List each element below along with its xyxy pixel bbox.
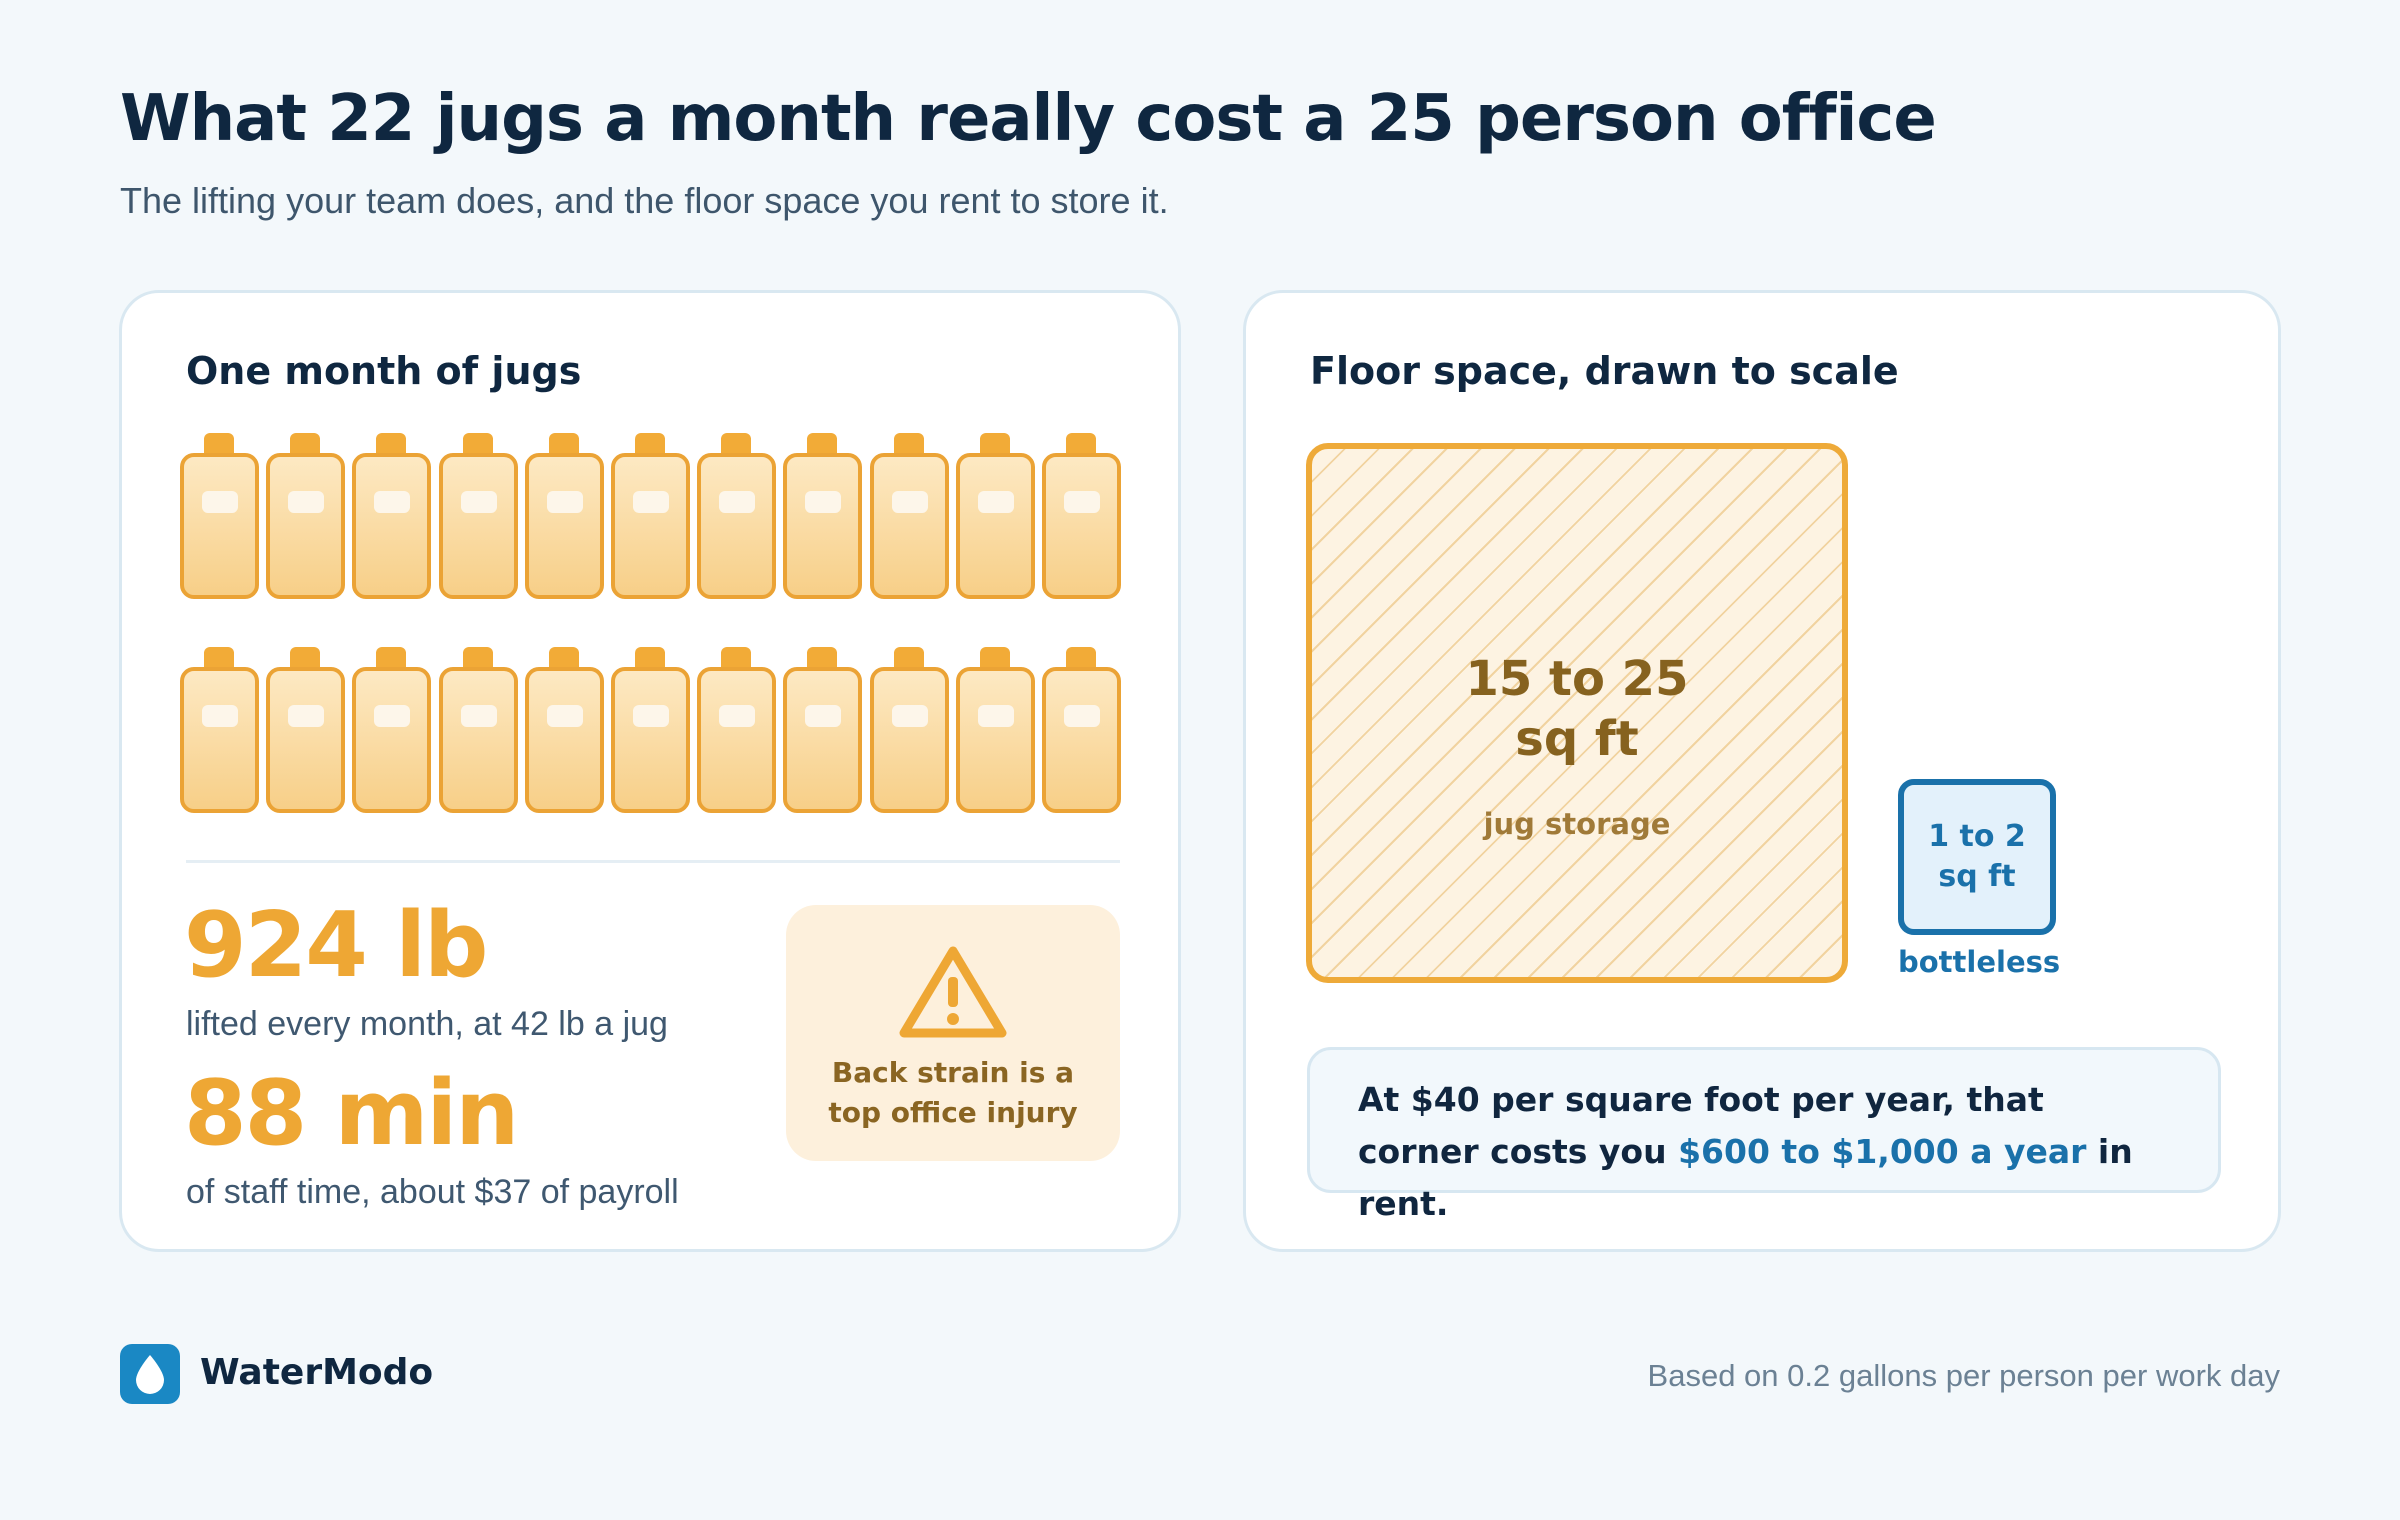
jug-storage-label: jug storage — [1483, 807, 1671, 841]
rent-text-prefix: At $40 per square foot per year, that co… — [1358, 1080, 2044, 1171]
water-jug-icon — [869, 433, 949, 599]
time-stat-description: of staff time, about $37 of payroll — [186, 1173, 679, 1211]
water-jug-icon — [180, 647, 259, 813]
bottleless-label: bottleless — [1898, 945, 2061, 979]
water-jug-icon — [610, 647, 690, 813]
jugs-card-title: One month of jugs — [186, 349, 582, 393]
bottleless-area: 1 to 2 sq ft — [1898, 779, 2056, 935]
water-jug-icon — [180, 433, 259, 599]
jug-storage-value: 15 to 25 sq ft — [1465, 651, 1689, 767]
rent-highlight: $600 to $1,000 a year — [1678, 1132, 2087, 1171]
floor-space-card: Floor space, drawn to scale 15 to 25 sq … — [1243, 290, 2281, 1252]
water-jug-icon — [955, 647, 1035, 813]
water-drop-icon — [136, 1355, 164, 1394]
water-jug-icon — [955, 433, 1035, 599]
floor-card-title: Floor space, drawn to scale — [1310, 349, 1899, 393]
jug-storage-area: 15 to 25 sq ft jug storage — [1306, 443, 1848, 983]
brand-name: WaterModo — [200, 1352, 434, 1393]
bottleless-value: 1 to 2 sq ft — [1928, 819, 2026, 894]
weight-stat-value: 924 lb — [184, 893, 488, 998]
water-jug-icon — [266, 433, 346, 599]
water-jug-icon — [610, 433, 690, 599]
jugs-card: One month of jugs 924 lb lifted every mo… — [119, 290, 1181, 1252]
water-jug-icon — [438, 433, 518, 599]
jug-grid — [180, 433, 1121, 861]
water-jug-icon — [697, 433, 777, 599]
warning-triangle-icon — [899, 946, 1007, 1038]
brand-logo — [120, 1344, 180, 1404]
jug-row — [180, 433, 1121, 599]
water-jug-icon — [697, 647, 777, 813]
water-jug-icon — [438, 647, 518, 813]
water-jug-icon — [266, 647, 346, 813]
water-jug-icon — [524, 433, 604, 599]
time-stat-value: 88 min — [184, 1061, 519, 1166]
water-jug-icon — [352, 433, 432, 599]
weight-stat-description: lifted every month, at 42 lb a jug — [186, 1005, 668, 1043]
jug-row — [180, 647, 1121, 813]
warning-text: Back strain is a top office injury — [828, 1056, 1078, 1129]
water-jug-icon — [783, 433, 863, 599]
page-title: What 22 jugs a month really cost a 25 pe… — [120, 82, 1937, 156]
footnote: Based on 0.2 gallons per person per work… — [1647, 1358, 2280, 1393]
water-jug-icon — [524, 647, 604, 813]
water-jug-icon — [783, 647, 863, 813]
rent-text-suffix: in rent. — [1358, 1132, 2133, 1223]
water-jug-icon — [1041, 647, 1121, 813]
water-jug-icon — [352, 647, 432, 813]
warning-box: Back strain is a top office injury — [786, 905, 1120, 1161]
water-jug-icon — [869, 647, 949, 813]
rent-callout: At $40 per square foot per year, that co… — [1307, 1047, 2221, 1223]
water-jug-icon — [1041, 433, 1121, 599]
divider — [186, 860, 1120, 863]
page-subtitle: The lifting your team does, and the floo… — [120, 180, 1169, 221]
